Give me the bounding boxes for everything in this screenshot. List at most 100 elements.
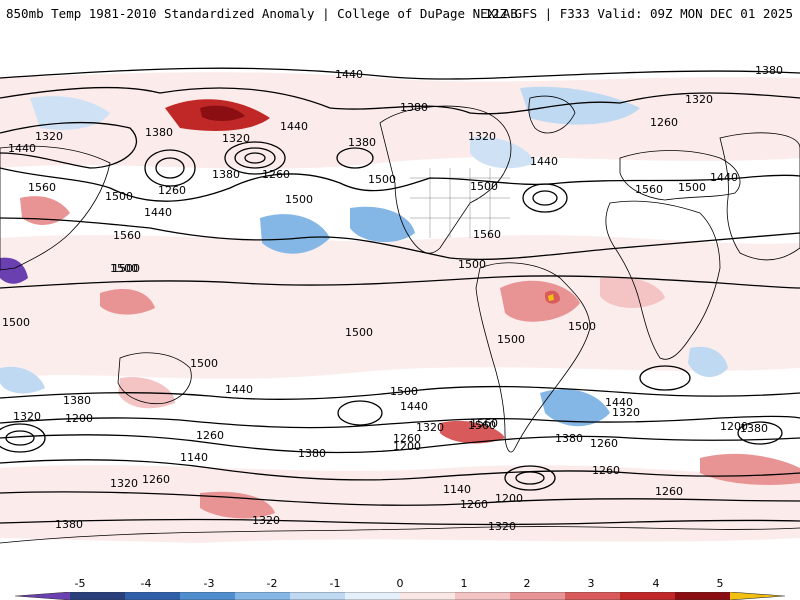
contour-label: 1440 — [8, 142, 36, 155]
map-header: 850mb Temp 1981-2010 Standardized Anomal… — [0, 0, 800, 28]
contour-label: 1320 — [35, 130, 63, 143]
colorbar-tick-label: -2 — [266, 577, 278, 590]
contour-label: 1260 — [460, 498, 488, 511]
colorbar-segment — [400, 592, 455, 600]
anomaly-map: 1440 1380 1320 1440 1320 1380 1320 1500 … — [0, 64, 800, 544]
colorbar-segment — [510, 592, 565, 600]
colorbar-tick-label: 2 — [523, 577, 531, 590]
contour-label: 1560 — [635, 183, 663, 196]
contour-label: 1260 — [592, 464, 620, 477]
contour-label: 1500 — [568, 320, 596, 333]
colorbar-tick-label: 4 — [652, 577, 660, 590]
contour-label: 1200 — [495, 492, 523, 505]
contour-label: 1320 — [685, 93, 713, 106]
colorbar-tick-label: -3 — [203, 577, 215, 590]
colorbar-tick-label: 5 — [716, 577, 724, 590]
contour-label: 1560 — [470, 417, 498, 430]
model-run-info: 12Z GFS | F333 Valid: 09Z MON DEC 01 202… — [484, 6, 793, 21]
colorbar-segment — [15, 592, 70, 600]
contour-label: 1380 — [145, 126, 173, 139]
map-title: 850mb Temp 1981-2010 Standardized Anomal… — [6, 6, 518, 21]
contour-label: 1440 — [605, 396, 633, 409]
contour-label: 1380 — [348, 136, 376, 149]
contour-label: 1440 — [400, 400, 428, 413]
colorbar-segment — [455, 592, 510, 600]
contour-label: 1500 — [345, 326, 373, 339]
colorbar-legend: -5 -4 -3 -2 -1 0 1 2 3 4 5 — [0, 568, 800, 600]
contour-label: 1560 — [468, 419, 496, 432]
contour-label: 1500 — [190, 357, 218, 370]
map-panel: 1440 1380 1320 1440 1320 1380 1320 1500 … — [0, 38, 800, 558]
contour-label: 1440 — [144, 206, 172, 219]
colorbar-tick-label: -4 — [140, 577, 152, 590]
contour-label: 1140 — [180, 451, 208, 464]
contour-label: 1500 — [2, 316, 30, 329]
contour-label: 1500 — [112, 262, 140, 275]
contour-label: 1320 — [110, 477, 138, 490]
contour-label: 1260 — [655, 485, 683, 498]
contour-label: 1380 — [63, 394, 91, 407]
contour-label: 1260 — [196, 429, 224, 442]
contour-label: 1260 — [393, 432, 421, 445]
contour-label: 1260 — [590, 437, 618, 450]
colorbar-segment — [675, 592, 730, 600]
colorbar-segment — [730, 592, 785, 600]
contour-label: 1380 — [555, 432, 583, 445]
height-contours — [0, 67, 800, 526]
contour-label: 1320 — [13, 410, 41, 423]
contour-label: 1140 — [443, 483, 471, 496]
contour-label: 1320 — [416, 421, 444, 434]
colorbar-segment — [620, 592, 675, 600]
contour-label: 1260 — [262, 168, 290, 181]
contour-label: 1380 — [298, 447, 326, 460]
colorbar-tick-label: -5 — [74, 577, 86, 590]
contour-label: 1320 — [222, 132, 250, 145]
contour-label: 1500 — [285, 193, 313, 206]
contour-label: 1260 — [142, 473, 170, 486]
contour-label: 1320 — [612, 406, 640, 419]
colorbar-tick-label: 0 — [396, 577, 404, 590]
colorbar-segment — [345, 592, 400, 600]
colorbar-strip — [14, 592, 786, 600]
contour-label: 1500 — [368, 173, 396, 186]
contour-label: 1500 — [110, 262, 138, 275]
contour-label: 1320 — [488, 520, 516, 533]
contour-label: 1500 — [678, 181, 706, 194]
colorbar-segment — [180, 592, 235, 600]
colorbar-outline — [14, 592, 786, 600]
contour-label: 1260 — [158, 184, 186, 197]
colorbar-segment — [565, 592, 620, 600]
graticule — [410, 168, 510, 238]
contour-label: 1200 — [65, 412, 93, 425]
colorbar-tick-label: -1 — [329, 577, 341, 590]
colorbar-tick-label: 3 — [587, 577, 595, 590]
contour-label: 1320 — [468, 130, 496, 143]
contour-label: 1380 — [755, 64, 783, 77]
contour-label: 1380 — [55, 518, 83, 531]
contour-label: 1560 — [473, 228, 501, 241]
contour-label: 1500 — [390, 385, 418, 398]
contour-label: 1200 — [720, 420, 748, 433]
coastlines — [0, 95, 800, 544]
colorbar-segment — [235, 592, 290, 600]
contour-label: 1380 — [212, 168, 240, 181]
contour-label: 1200 — [393, 440, 421, 453]
contour-label: 1380 — [740, 422, 768, 435]
contour-label: 1440 — [710, 171, 738, 184]
contour-label: 1500 — [105, 190, 133, 203]
contour-label: 1440 — [225, 383, 253, 396]
contour-label: 1380 — [400, 101, 428, 114]
contour-labels: 1440 1380 1320 1440 1320 1380 1320 1500 … — [2, 64, 783, 533]
contour-label: 1440 — [280, 120, 308, 133]
colorbar-segment — [125, 592, 180, 600]
contour-label: 1560 — [113, 229, 141, 242]
anomaly-shading — [0, 72, 800, 543]
contour-label: 1500 — [470, 180, 498, 193]
contour-label: 1560 — [28, 181, 56, 194]
contour-label: 1440 — [530, 155, 558, 168]
colorbar-segment — [290, 592, 345, 600]
contour-label: 1260 — [650, 116, 678, 129]
colorbar-segment — [70, 592, 125, 600]
contour-label: 1440 — [335, 68, 363, 81]
